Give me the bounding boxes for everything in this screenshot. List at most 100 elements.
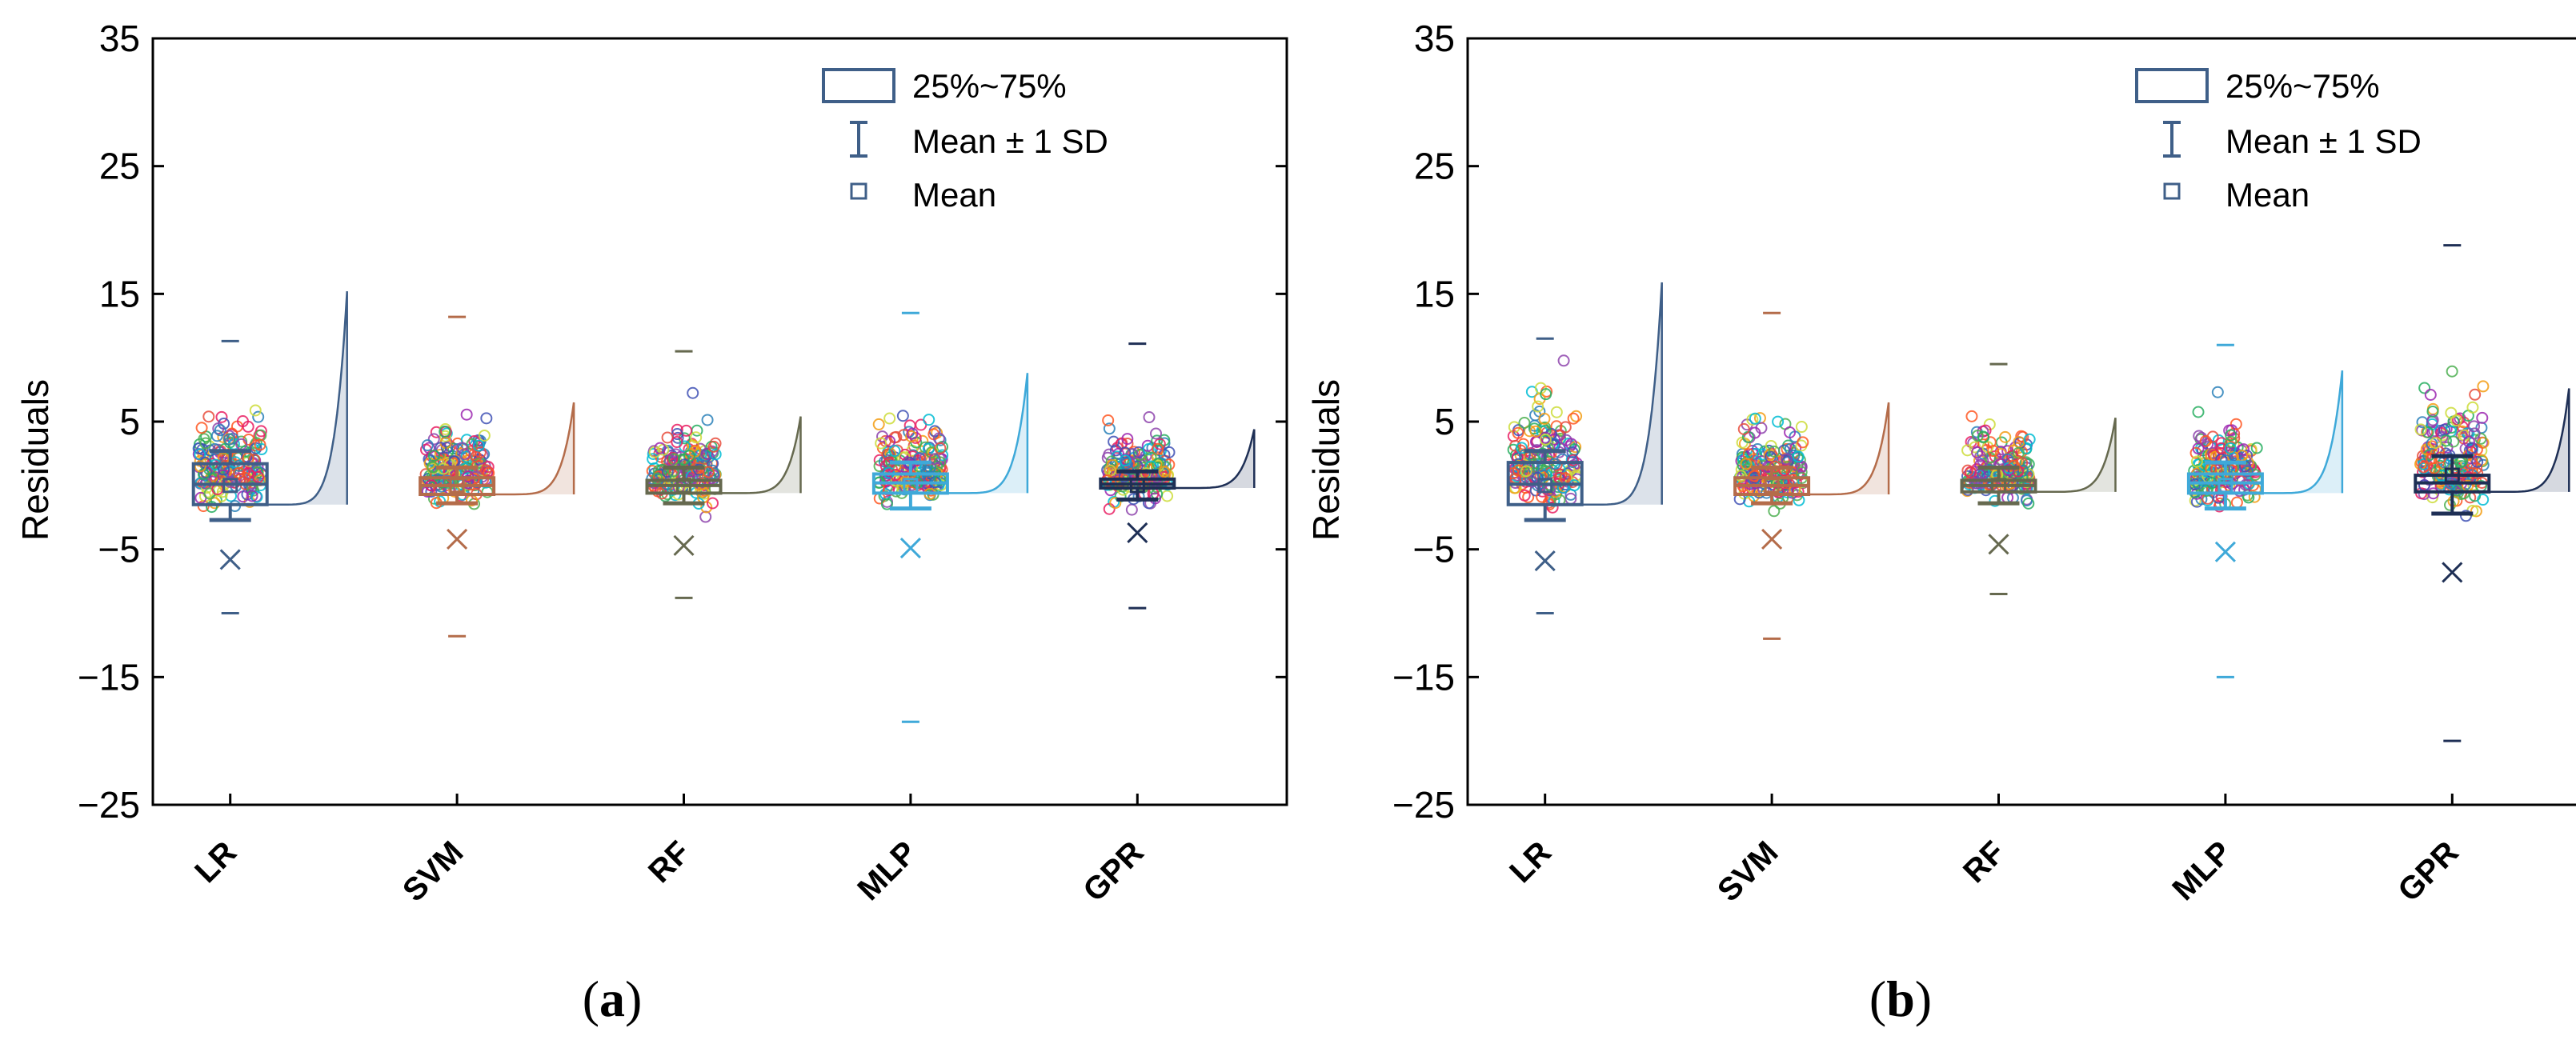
mean-marker [449, 478, 465, 494]
scatter-point [928, 453, 941, 466]
scatter-point [2428, 462, 2441, 474]
scatter-point [251, 466, 264, 479]
scatter-point [2250, 442, 2263, 454]
scatter-point [2190, 455, 2203, 468]
scatter-point [1512, 458, 1525, 470]
distribution-curve [2488, 388, 2570, 494]
scatter-point [439, 430, 451, 442]
mean-marker [2217, 478, 2233, 494]
legend: 25%~75% Mean ± 1 SD Mean [2135, 67, 2422, 214]
legend-mean-swatch [2163, 182, 2181, 200]
y-tick-label: 25 [1414, 146, 1455, 187]
y-tick-label: 15 [1414, 273, 1455, 314]
percentile-x-marker [1534, 550, 1556, 572]
panel-label-letter: a [599, 970, 625, 1027]
scatter-point [923, 453, 935, 466]
scatter-point [210, 430, 223, 442]
scatter-point [647, 453, 659, 466]
y-axis: −25 −15 −5 5 15 25 35 [78, 18, 1287, 826]
scatter-point [699, 510, 712, 523]
distribution-curve [719, 416, 802, 494]
scatter-point [254, 438, 266, 451]
scatter-point [655, 463, 668, 476]
scatter-point [1748, 470, 1761, 482]
scatter-point [664, 454, 677, 466]
scatter-point [700, 447, 713, 460]
scatter-point [2192, 442, 2205, 455]
scatter-point [690, 431, 703, 444]
distribution-curve [1807, 402, 1890, 496]
scatter-point [1797, 436, 1809, 449]
scatter-point [1965, 410, 1978, 422]
y-axis: −25 −15 −5 5 15 25 35 [1392, 18, 1479, 826]
scatter-point [651, 472, 663, 485]
scatter-point [474, 446, 487, 458]
y-tick-label: 25 [99, 146, 140, 187]
scatter-point [252, 410, 265, 423]
scatter-point [194, 454, 206, 467]
scatter-point [2225, 435, 2237, 448]
x-tick-label: LR [1503, 834, 1558, 890]
scatter-points [1507, 354, 2490, 522]
y-tick-label: −15 [1392, 656, 1455, 698]
scatter-point [2022, 497, 2035, 510]
panel-label-b: (b) [1869, 970, 1932, 1027]
scatter-point [2467, 420, 2480, 433]
distribution-curve [1173, 429, 1256, 490]
scatter-point [1737, 422, 1750, 435]
scatter-point [2214, 484, 2227, 497]
scatter-point [1734, 470, 1747, 482]
scatter-point [1152, 442, 1164, 455]
scatter-point [654, 442, 667, 454]
mean-marker [1764, 478, 1780, 494]
scatter-point [202, 410, 215, 423]
percentile-x-marker [447, 528, 468, 550]
panel-label-close: ) [1915, 970, 1932, 1027]
x-tick-label: GPR [1076, 834, 1150, 908]
x-tick-label: MLP [851, 834, 923, 907]
mean-marker [1537, 478, 1553, 494]
scatter-point [199, 437, 212, 450]
scatter-point [2239, 478, 2252, 491]
scatter-point [233, 459, 246, 472]
x-axis: LR SVM RF MLP GPR [188, 794, 1151, 909]
scatter-point [1515, 442, 1528, 454]
scatter-point [2241, 466, 2254, 478]
scatter-point [2230, 496, 2243, 509]
scatter-point [883, 412, 896, 425]
scatter-point [2192, 406, 2205, 418]
scatter-point [1768, 505, 1781, 518]
scatter-point [421, 439, 434, 452]
scatter-point [1152, 458, 1164, 470]
legend-mean-label: Mean [912, 176, 996, 214]
scatter-point [2446, 365, 2458, 378]
scatter-point [2021, 482, 2033, 495]
scatter-point [2460, 510, 2473, 522]
box-group [191, 291, 1256, 723]
legend-mean-label: Mean [2225, 176, 2310, 214]
scatter-point [434, 448, 447, 461]
scatter-point [1768, 445, 1781, 458]
box-group [1506, 244, 2570, 742]
scatter-point [906, 427, 919, 440]
scatter-point [934, 434, 947, 446]
panel-label-close: ) [625, 970, 642, 1027]
scatter-point [701, 414, 714, 426]
scatter-point [460, 408, 473, 421]
y-tick-label: −15 [78, 656, 140, 698]
scatter-point [897, 429, 910, 442]
scatter-point [2426, 405, 2439, 418]
scatter-point [1550, 406, 1563, 418]
scatter-point [1539, 434, 1552, 446]
scatter-point [1570, 410, 1583, 422]
scatter-point [2468, 427, 2481, 440]
scatter-point [1999, 430, 2012, 443]
percentile-x-marker [2214, 541, 2236, 562]
scatter-point [250, 490, 263, 503]
scatter-point [1121, 433, 1134, 446]
scatter-point [1536, 470, 1549, 482]
scatter-point [246, 490, 258, 502]
scatter-point [1529, 425, 1542, 438]
